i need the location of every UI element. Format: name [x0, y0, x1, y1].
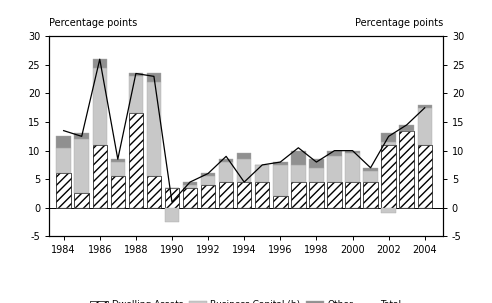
Bar	[309, 159, 324, 168]
Bar	[364, 168, 378, 171]
Bar	[92, 145, 107, 208]
Bar	[201, 176, 215, 185]
Bar	[201, 174, 215, 176]
Bar	[364, 171, 378, 182]
Bar	[327, 156, 341, 182]
Bar	[74, 139, 89, 194]
Text: Percentage points: Percentage points	[49, 18, 137, 28]
Bar	[345, 151, 360, 154]
Bar	[219, 182, 233, 208]
Bar	[273, 165, 287, 196]
Bar	[111, 162, 125, 176]
Bar	[345, 182, 360, 208]
Bar	[237, 154, 251, 159]
Bar	[147, 176, 161, 208]
Bar	[309, 168, 324, 182]
Bar	[57, 174, 71, 208]
Bar	[57, 136, 71, 148]
Legend: Dwelling Assets, Business Capital (b), Other, Total: Dwelling Assets, Business Capital (b), O…	[87, 297, 405, 303]
Bar	[291, 165, 306, 182]
Bar	[273, 162, 287, 165]
Bar	[418, 108, 432, 145]
Bar	[381, 208, 396, 214]
Bar	[400, 125, 414, 131]
Bar	[291, 182, 306, 208]
Bar	[183, 188, 197, 208]
Bar	[327, 182, 341, 208]
Bar	[237, 182, 251, 208]
Bar	[219, 162, 233, 182]
Bar	[273, 196, 287, 208]
Bar	[128, 76, 143, 114]
Bar	[255, 182, 270, 208]
Bar	[128, 74, 143, 76]
Bar	[147, 74, 161, 82]
Bar	[147, 82, 161, 176]
Bar	[255, 165, 270, 182]
Bar	[400, 131, 414, 208]
Bar	[381, 134, 396, 142]
Bar	[183, 182, 197, 185]
Bar	[92, 68, 107, 145]
Bar	[111, 176, 125, 208]
Bar	[364, 182, 378, 208]
Bar	[237, 159, 251, 182]
Bar	[327, 151, 341, 156]
Bar	[111, 159, 125, 162]
Bar	[219, 159, 233, 162]
Bar	[57, 148, 71, 174]
Bar	[418, 145, 432, 208]
Text: Percentage points: Percentage points	[355, 18, 443, 28]
Bar	[345, 154, 360, 182]
Bar	[381, 145, 396, 208]
Bar	[291, 151, 306, 165]
Bar	[92, 59, 107, 68]
Bar	[165, 188, 179, 208]
Bar	[381, 142, 396, 145]
Bar	[128, 114, 143, 208]
Bar	[418, 105, 432, 108]
Bar	[74, 194, 89, 208]
Bar	[309, 182, 324, 208]
Bar	[183, 185, 197, 188]
Bar	[74, 134, 89, 139]
Bar	[165, 208, 179, 222]
Bar	[201, 185, 215, 208]
